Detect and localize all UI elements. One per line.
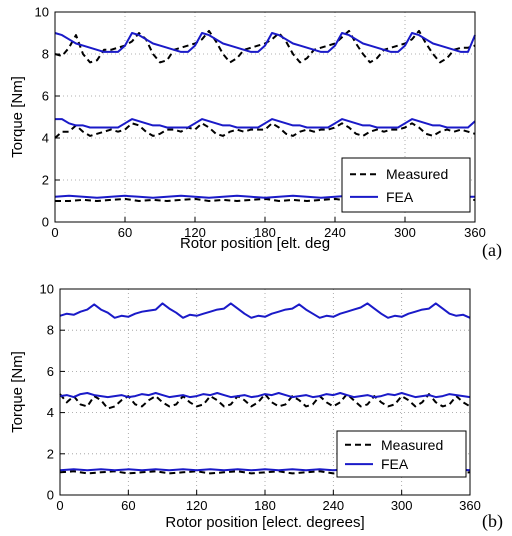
y-tick-label: 0	[42, 215, 49, 230]
axis-ticks: 0 60 120 180 240 300 360 0 2 4 6 8 10	[35, 5, 486, 241]
x-axis-title: Rotor position [elt. deg	[180, 235, 330, 252]
x-tick-label: 180	[254, 225, 276, 240]
y-tick-label: 10	[35, 5, 49, 20]
legend: Measured FEA	[336, 430, 467, 478]
x-tick-label: 120	[184, 225, 206, 240]
y-tick-label: 2	[47, 446, 54, 461]
panel-label: (b)	[482, 511, 503, 532]
x-tick-label: 60	[121, 498, 135, 513]
series-group	[54, 29, 476, 202]
y-tick-label: 10	[40, 282, 54, 297]
x-tick-label: 60	[118, 225, 132, 240]
legend-label-measured: Measured	[386, 166, 448, 182]
y-tick-label: 6	[47, 364, 54, 379]
legend-box	[336, 430, 467, 478]
legend: Measured FEA	[341, 157, 471, 213]
grid-lines	[60, 289, 470, 495]
y-tick-label: 0	[47, 488, 54, 503]
x-tick-label: 0	[51, 225, 58, 240]
x-tick-label: 300	[391, 498, 413, 513]
axis-ticks: 0 60 120 180 240 300 360 0 2 4 6 8 10	[40, 282, 481, 514]
x-tick-label: 300	[394, 225, 416, 240]
series-fea-mid	[55, 118, 476, 129]
y-tick-label: 2	[42, 173, 49, 188]
x-tick-label: 360	[459, 498, 481, 513]
legend-label-fea: FEA	[381, 456, 409, 472]
grid-lines	[55, 12, 475, 222]
x-tick-label: 240	[322, 498, 344, 513]
panel-label: (a)	[482, 240, 502, 261]
x-axis-title: Rotor position [elect. degrees]	[165, 514, 364, 531]
legend-label-fea: FEA	[386, 189, 414, 205]
y-tick-label: 4	[47, 405, 54, 420]
y-tick-label: 8	[42, 47, 49, 62]
legend-label-measured: Measured	[381, 437, 443, 453]
x-tick-label: 360	[464, 225, 486, 240]
x-tick-label: 120	[186, 498, 208, 513]
legend-box	[341, 157, 471, 213]
chart-panel-b: 0 60 120 180 240 300 360 0 2 4 6 8 10 Rotor position…	[9, 282, 503, 533]
x-tick-label: 0	[56, 498, 63, 513]
y-axis-title: Torque [Nm]	[9, 76, 26, 158]
y-tick-label: 4	[42, 131, 49, 146]
y-axis-title: Torque [Nm]	[9, 351, 26, 433]
chart-panel-a: 0 60 120 180 240 300 360 0 2 4 6 8 10 Rotor position…	[9, 5, 502, 262]
series-fea-high	[54, 32, 476, 53]
series-fea-high	[59, 302, 471, 319]
y-tick-label: 8	[47, 323, 54, 338]
x-tick-label: 180	[254, 498, 276, 513]
y-tick-label: 6	[42, 89, 49, 104]
series-fea-mid	[59, 392, 471, 399]
series-measured-mid	[54, 122, 476, 139]
x-tick-label: 240	[324, 225, 346, 240]
